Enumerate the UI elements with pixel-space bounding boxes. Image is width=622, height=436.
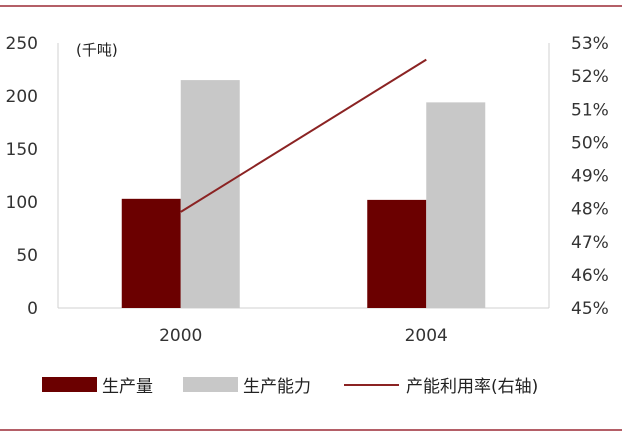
x-tick-label: 2000 bbox=[159, 326, 202, 346]
left-tick-label: 100 bbox=[6, 193, 38, 213]
left-tick-label: 200 bbox=[6, 87, 38, 107]
right-tick-label: 53% bbox=[571, 34, 609, 54]
bar bbox=[367, 199, 427, 308]
right-axis-ticks: 45% 46% 47% 48% 49% 50% 51% 52% 53% bbox=[571, 34, 609, 319]
legend-swatch bbox=[183, 377, 238, 392]
right-tick-label: 49% bbox=[571, 167, 609, 187]
legend: 生产量 生产能力 产能利用率(右轴) bbox=[42, 377, 538, 397]
bars bbox=[121, 80, 486, 308]
left-axis-ticks: 0 50 100 150 200 250 bbox=[6, 34, 38, 319]
legend-label: 生产能力 bbox=[243, 377, 311, 397]
left-tick-label: 50 bbox=[16, 246, 38, 266]
line-series bbox=[180, 58, 427, 213]
right-tick-label: 45% bbox=[571, 299, 609, 319]
left-tick-label: 150 bbox=[6, 140, 38, 160]
utilization-line bbox=[180, 58, 427, 213]
right-tick-label: 50% bbox=[571, 133, 609, 153]
left-tick-label: 0 bbox=[27, 299, 38, 319]
right-tick-label: 48% bbox=[571, 200, 609, 220]
x-axis-ticks: 2000 2004 bbox=[159, 326, 448, 346]
legend-label: 生产量 bbox=[102, 377, 153, 397]
legend-swatch bbox=[42, 377, 97, 392]
right-tick-label: 47% bbox=[571, 233, 609, 253]
right-tick-label: 46% bbox=[571, 266, 609, 286]
x-tick-label: 2004 bbox=[405, 326, 448, 346]
left-tick-label: 250 bbox=[6, 34, 38, 54]
bar bbox=[426, 102, 486, 308]
legend-label: 产能利用率(右轴) bbox=[406, 377, 538, 397]
bar bbox=[121, 198, 181, 308]
right-tick-label: 51% bbox=[571, 100, 609, 120]
right-tick-label: 52% bbox=[571, 67, 609, 87]
unit-label: (千吨) bbox=[76, 41, 118, 59]
